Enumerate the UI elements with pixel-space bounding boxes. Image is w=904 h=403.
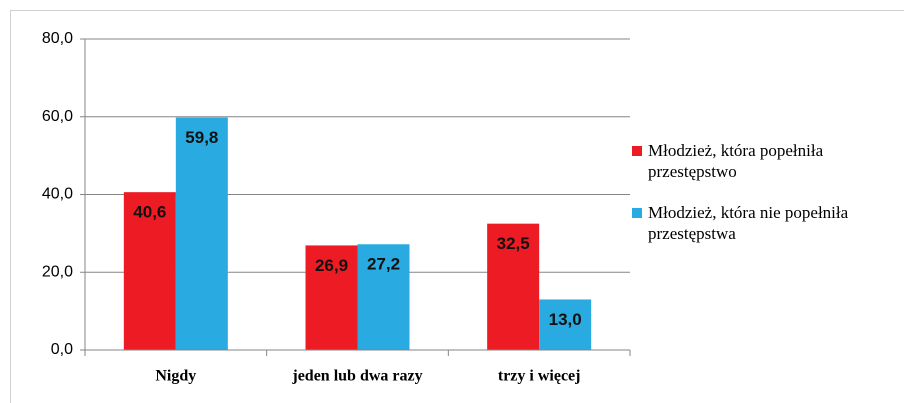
data-label: 26,9 [315, 256, 348, 275]
x-tick-label: trzy i więcej [498, 368, 581, 385]
legend-label: Młodzież, która popełniła przestępstwo [648, 141, 824, 181]
x-tick-label: Nigdy [155, 368, 196, 385]
legend-swatch [632, 208, 642, 218]
data-label: 13,0 [549, 310, 582, 329]
legend-item: Młodzież, która nie popełniła przestępst… [632, 202, 900, 244]
legend-label: Młodzież, która nie popełniła przestępst… [648, 203, 849, 243]
bar [487, 223, 540, 350]
data-label: 27,2 [367, 255, 400, 274]
legend: Młodzież, która popełniła przestępstwo Mł… [632, 140, 900, 264]
chart-frame [10, 10, 904, 403]
bar [123, 192, 176, 350]
y-tick-label: 20,0 [42, 263, 73, 280]
x-tick-label: jeden lub dwa razy [291, 368, 422, 385]
legend-swatch [632, 146, 642, 156]
bar [175, 117, 228, 350]
data-label: 59,8 [185, 128, 218, 147]
bar [305, 245, 358, 350]
y-tick-label: 60,0 [42, 108, 73, 125]
bar [357, 244, 410, 350]
y-tick-label: 40,0 [42, 186, 73, 203]
y-tick-label: 0,0 [51, 341, 73, 358]
legend-item: Młodzież, która popełniła przestępstwo [632, 140, 900, 182]
data-label: 32,5 [497, 234, 530, 253]
bar [539, 299, 592, 350]
data-label: 40,6 [133, 203, 166, 222]
y-tick-label: 80,0 [42, 30, 73, 47]
